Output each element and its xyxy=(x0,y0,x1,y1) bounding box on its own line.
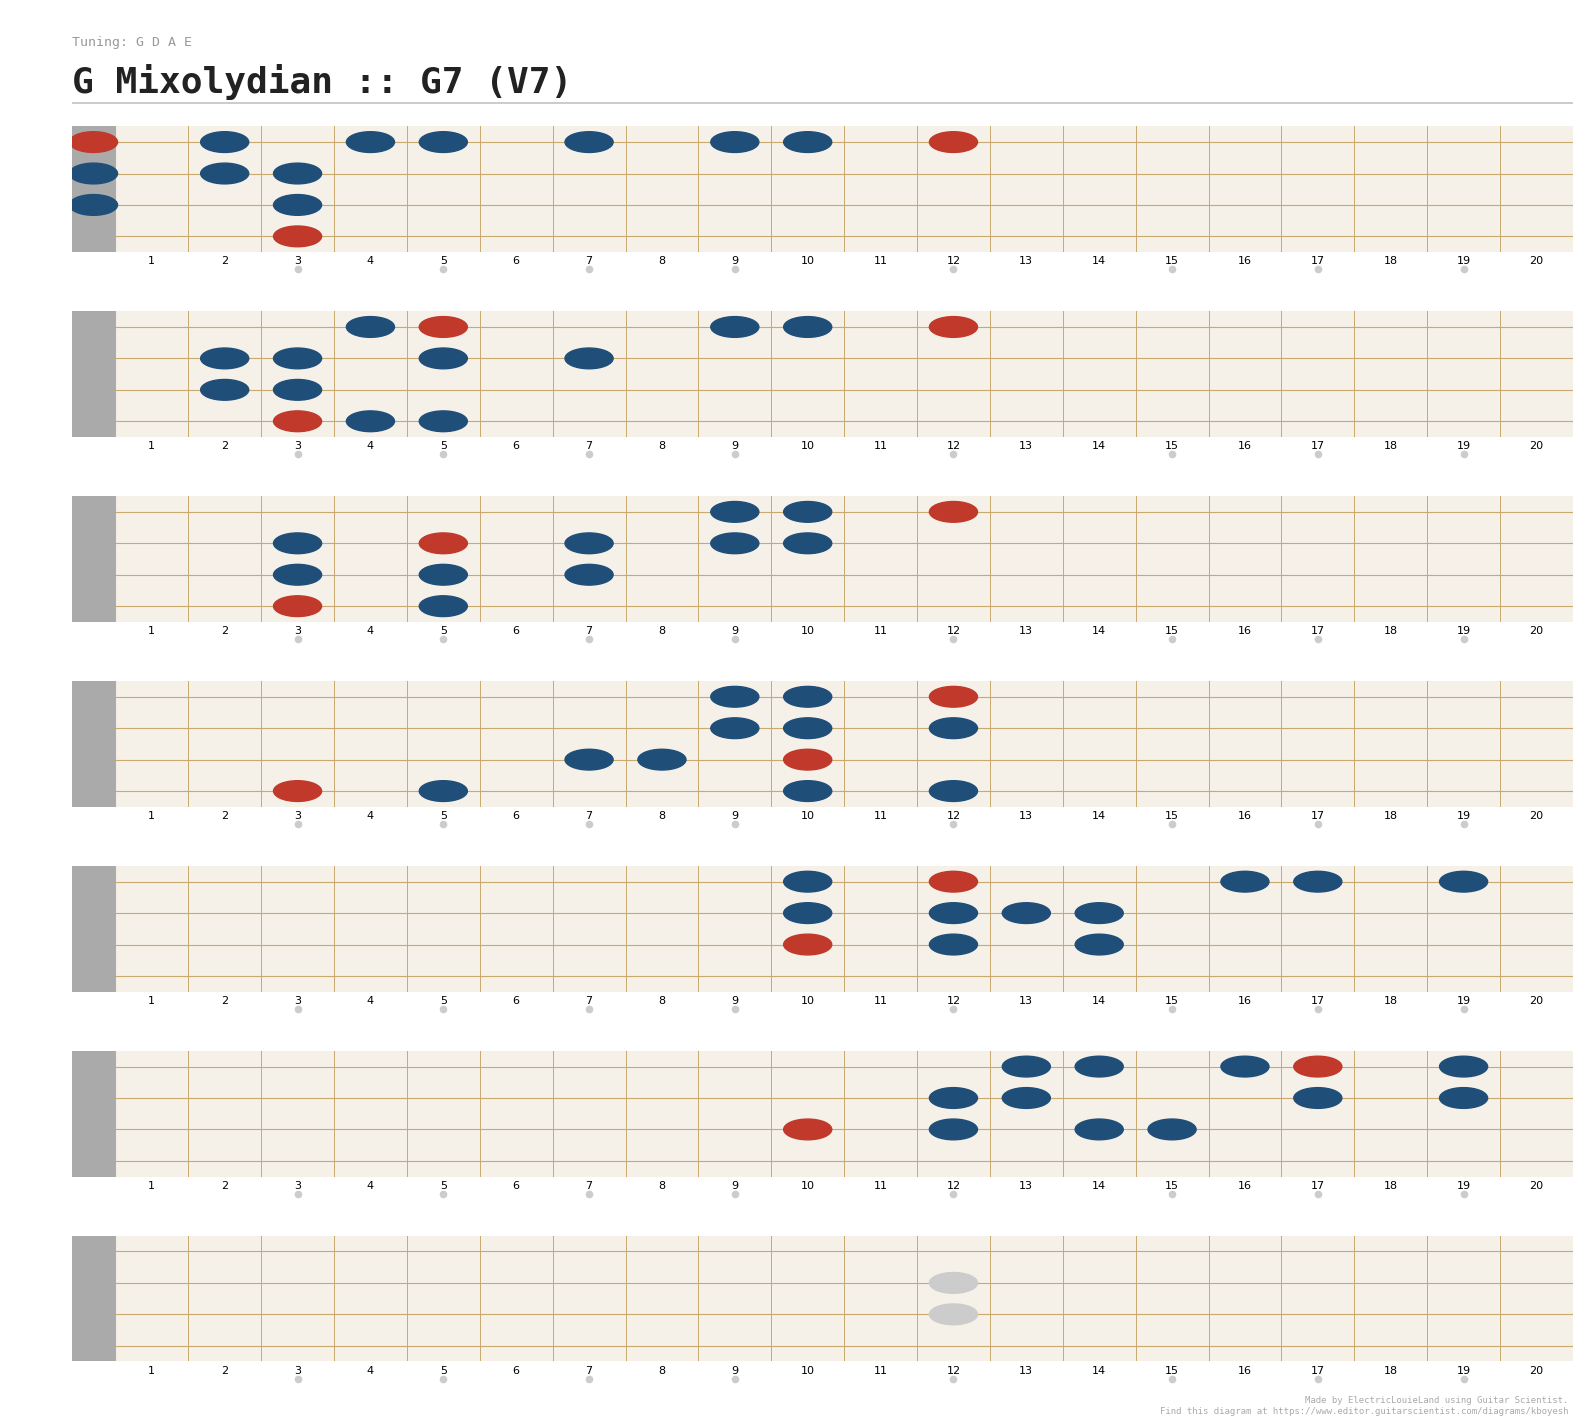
Circle shape xyxy=(783,781,831,802)
Circle shape xyxy=(930,935,977,955)
Circle shape xyxy=(274,225,322,247)
Circle shape xyxy=(1221,1056,1269,1077)
Circle shape xyxy=(930,1273,977,1293)
Circle shape xyxy=(201,131,248,153)
Circle shape xyxy=(565,348,613,368)
Circle shape xyxy=(70,131,118,153)
Circle shape xyxy=(419,131,468,153)
Circle shape xyxy=(70,194,118,215)
Circle shape xyxy=(930,718,977,739)
Circle shape xyxy=(783,131,831,153)
Circle shape xyxy=(274,194,322,215)
Circle shape xyxy=(565,749,613,771)
Circle shape xyxy=(274,380,322,400)
Bar xyxy=(72,497,115,622)
Circle shape xyxy=(1439,872,1487,892)
Circle shape xyxy=(710,317,759,337)
Bar xyxy=(72,311,115,437)
Circle shape xyxy=(783,317,831,337)
Text: Tuning: G D A E: Tuning: G D A E xyxy=(72,36,191,49)
Circle shape xyxy=(1439,1087,1487,1109)
Circle shape xyxy=(419,348,468,368)
Circle shape xyxy=(565,131,613,153)
Circle shape xyxy=(274,348,322,368)
Text: G Mixolydian :: G7 (V7): G Mixolydian :: G7 (V7) xyxy=(72,64,572,100)
Circle shape xyxy=(1148,1119,1196,1140)
Circle shape xyxy=(710,686,759,708)
Circle shape xyxy=(638,749,686,771)
Circle shape xyxy=(201,348,248,368)
Circle shape xyxy=(783,903,831,923)
Circle shape xyxy=(419,596,468,616)
Circle shape xyxy=(930,781,977,802)
Circle shape xyxy=(930,131,977,153)
Circle shape xyxy=(347,131,395,153)
Circle shape xyxy=(1003,1056,1051,1077)
Bar xyxy=(72,866,115,992)
Circle shape xyxy=(419,564,468,585)
Circle shape xyxy=(930,872,977,892)
Circle shape xyxy=(419,532,468,554)
Circle shape xyxy=(1003,903,1051,923)
Circle shape xyxy=(274,532,322,554)
Circle shape xyxy=(930,1304,977,1324)
Circle shape xyxy=(783,872,831,892)
Circle shape xyxy=(783,718,831,739)
Circle shape xyxy=(419,317,468,337)
Bar xyxy=(72,127,115,253)
Circle shape xyxy=(347,317,395,337)
Circle shape xyxy=(783,501,831,522)
Circle shape xyxy=(1221,872,1269,892)
Circle shape xyxy=(930,1087,977,1109)
Circle shape xyxy=(710,532,759,554)
Circle shape xyxy=(274,781,322,802)
Circle shape xyxy=(201,380,248,400)
Circle shape xyxy=(930,317,977,337)
Circle shape xyxy=(783,749,831,771)
Circle shape xyxy=(710,131,759,153)
Circle shape xyxy=(274,564,322,585)
Circle shape xyxy=(1075,903,1124,923)
Circle shape xyxy=(710,501,759,522)
Circle shape xyxy=(201,163,248,184)
Circle shape xyxy=(565,564,613,585)
Circle shape xyxy=(274,411,322,431)
Circle shape xyxy=(1294,1056,1342,1077)
Circle shape xyxy=(1003,1087,1051,1109)
Circle shape xyxy=(419,411,468,431)
Circle shape xyxy=(783,686,831,708)
Circle shape xyxy=(1294,1087,1342,1109)
Bar xyxy=(72,681,115,806)
Circle shape xyxy=(930,1119,977,1140)
Circle shape xyxy=(1075,935,1124,955)
Text: Made by ElectricLouieLand using Guitar Scientist.
Find this diagram at https://w: Made by ElectricLouieLand using Guitar S… xyxy=(1159,1396,1568,1416)
Circle shape xyxy=(783,532,831,554)
Circle shape xyxy=(930,501,977,522)
Circle shape xyxy=(930,903,977,923)
Circle shape xyxy=(274,163,322,184)
Bar xyxy=(72,1236,115,1361)
Circle shape xyxy=(419,781,468,802)
Circle shape xyxy=(1075,1119,1124,1140)
Circle shape xyxy=(347,411,395,431)
Circle shape xyxy=(1294,872,1342,892)
Circle shape xyxy=(70,163,118,184)
Circle shape xyxy=(1439,1056,1487,1077)
Circle shape xyxy=(783,935,831,955)
Circle shape xyxy=(274,596,322,616)
Circle shape xyxy=(783,1119,831,1140)
Circle shape xyxy=(930,686,977,708)
Circle shape xyxy=(565,532,613,554)
Circle shape xyxy=(710,718,759,739)
Circle shape xyxy=(1075,1056,1124,1077)
Bar xyxy=(72,1050,115,1177)
